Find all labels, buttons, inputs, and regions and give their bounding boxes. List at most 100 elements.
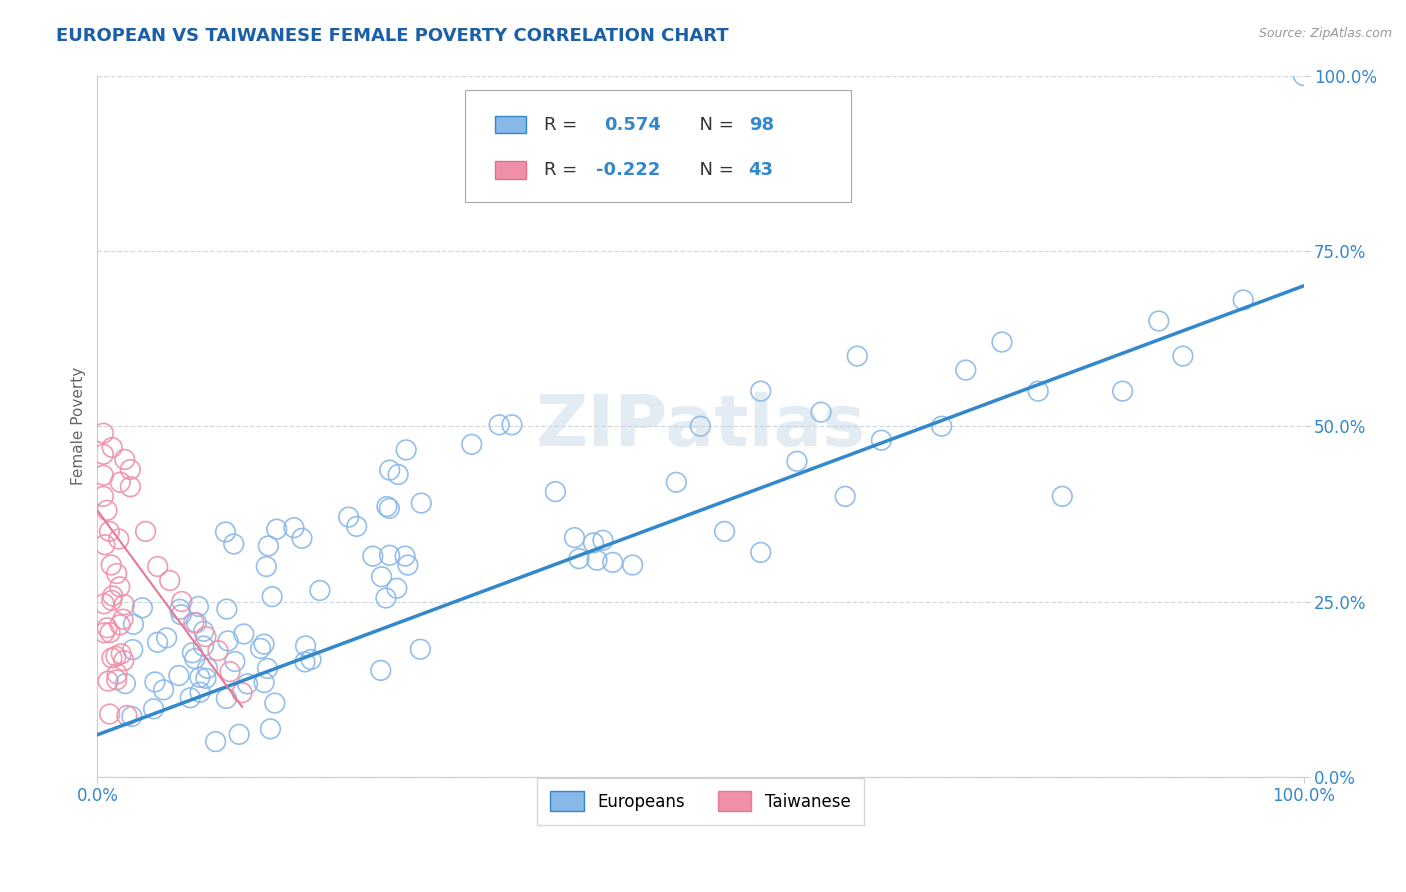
Point [259, 722, 281, 736]
Point [749, 545, 772, 559]
Point [461, 437, 484, 451]
Point [1232, 293, 1254, 307]
Point [236, 677, 259, 691]
Point [378, 501, 401, 516]
Point [253, 675, 276, 690]
Text: ZIPatlas: ZIPatlas [536, 392, 866, 460]
Point [96, 621, 118, 635]
Point [544, 484, 567, 499]
Text: EUROPEAN VS TAIWANESE FEMALE POVERTY CORRELATION CHART: EUROPEAN VS TAIWANESE FEMALE POVERTY COR… [56, 27, 728, 45]
Point [749, 384, 772, 398]
Text: R =: R = [544, 161, 582, 179]
Point [488, 417, 510, 432]
Point [361, 549, 384, 563]
Point [375, 500, 398, 514]
Point [121, 642, 143, 657]
Point [375, 591, 398, 605]
Text: Source: ZipAtlas.com: Source: ZipAtlas.com [1258, 27, 1392, 40]
Point [159, 574, 181, 588]
Point [224, 655, 246, 669]
Point [146, 559, 169, 574]
Point [146, 635, 169, 649]
Legend: Europeans, Taiwanese: Europeans, Taiwanese [537, 778, 863, 824]
Point [170, 607, 193, 622]
Point [564, 531, 586, 545]
Point [122, 617, 145, 632]
Point [93, 426, 115, 441]
Point [602, 555, 624, 569]
Point [187, 599, 209, 614]
Point [214, 524, 236, 539]
Point [114, 676, 136, 690]
Point [592, 533, 614, 548]
Point [143, 675, 166, 690]
Text: 0.574: 0.574 [605, 116, 661, 134]
Point [101, 589, 124, 603]
Point [101, 651, 124, 665]
Point [156, 631, 179, 645]
Point [184, 651, 207, 665]
Point [215, 602, 238, 616]
Point [93, 489, 115, 503]
Point [120, 462, 142, 476]
Point [193, 639, 215, 653]
Text: N =: N = [689, 161, 740, 179]
Point [114, 452, 136, 467]
Point [93, 468, 115, 483]
Point [256, 661, 278, 675]
Point [283, 521, 305, 535]
Point [409, 642, 432, 657]
Point [181, 646, 204, 660]
FancyBboxPatch shape [495, 116, 526, 134]
Point [294, 655, 316, 669]
Point [93, 447, 115, 461]
Point [152, 682, 174, 697]
Point [98, 706, 121, 721]
Point [411, 496, 433, 510]
Point [188, 670, 211, 684]
Point [370, 664, 392, 678]
Point [108, 617, 131, 632]
Point [257, 539, 280, 553]
Point [107, 532, 129, 546]
Point [135, 524, 157, 539]
Point [395, 442, 418, 457]
Text: -0.222: -0.222 [596, 161, 659, 179]
Point [249, 641, 271, 656]
Point [786, 454, 808, 468]
Point [308, 583, 330, 598]
Point [931, 419, 953, 434]
Point [94, 538, 117, 552]
Point [219, 665, 242, 679]
Point [228, 727, 250, 741]
Point [1171, 349, 1194, 363]
Point [169, 602, 191, 616]
Point [100, 558, 122, 572]
Point [110, 647, 132, 661]
Point [194, 630, 217, 644]
Point [263, 696, 285, 710]
Point [394, 549, 416, 563]
Point [370, 570, 392, 584]
Point [217, 633, 239, 648]
Point [98, 625, 121, 640]
Point [97, 674, 120, 689]
Point [810, 405, 832, 419]
Point [104, 649, 127, 664]
Point [1052, 489, 1074, 503]
Y-axis label: Female Poverty: Female Poverty [72, 368, 86, 485]
Point [621, 558, 644, 572]
Point [121, 709, 143, 723]
Point [142, 702, 165, 716]
Point [215, 691, 238, 706]
Text: 43: 43 [748, 161, 773, 179]
Point [105, 667, 128, 681]
Point [1147, 314, 1170, 328]
Point [846, 349, 869, 363]
Point [222, 537, 245, 551]
Point [105, 673, 128, 687]
Point [262, 590, 284, 604]
Point [167, 668, 190, 682]
Point [197, 661, 219, 675]
Point [96, 503, 118, 517]
